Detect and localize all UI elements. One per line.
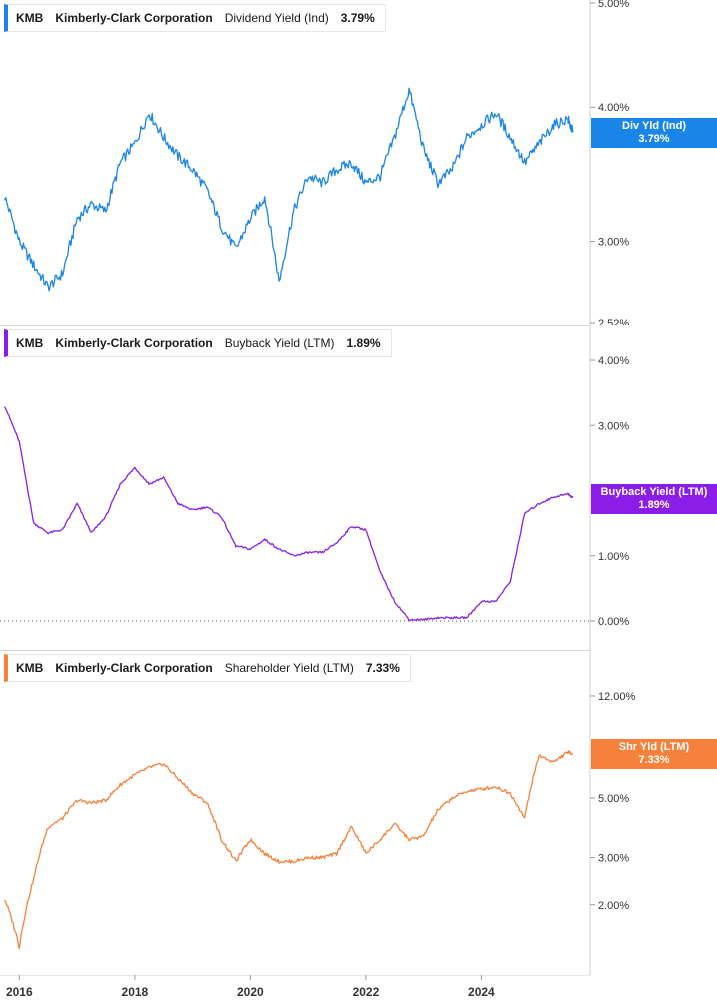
dividend-yield-panel: 5.00% 4.00% 3.00% 2.52% KMB Kimberly-Clark … bbox=[0, 0, 717, 325]
x-tick-label: 2024 bbox=[468, 985, 495, 999]
dividend-yield-chart: 5.00% 4.00% 3.00% 2.52% bbox=[4, 0, 629, 325]
dividend-yield-legend: KMB Kimberly-Clark Corporation Dividend … bbox=[4, 4, 386, 32]
buyback-yield-panel: 4.00% 3.00% 1.00% 0.00% KMB Kimberly-Clark … bbox=[0, 325, 717, 650]
panel-divider bbox=[0, 650, 590, 651]
shareholder-yield-chart: 12.00% 5.00% 3.00% 2.00% bbox=[4, 650, 636, 975]
shareholder-yield-flag: Shr Yld (LTM) 7.33% bbox=[591, 739, 717, 770]
series-line bbox=[4, 406, 574, 622]
panel-divider bbox=[0, 325, 590, 326]
y-tick-label: 5.00% bbox=[598, 793, 629, 805]
legend-ticker: KMB bbox=[16, 11, 44, 25]
flag-value: 3.79% bbox=[638, 133, 670, 146]
flag-label: Shr Yld (LTM) bbox=[618, 741, 690, 754]
flag-value: 7.33% bbox=[638, 754, 670, 767]
legend-company: Kimberly-Clark Corporation bbox=[55, 336, 213, 350]
legend-value: 7.33% bbox=[365, 661, 400, 675]
y-tick-label: 0.00% bbox=[598, 616, 629, 628]
x-tick-label: 2020 bbox=[237, 985, 264, 999]
legend-value: 1.89% bbox=[346, 336, 381, 350]
y-tick-label: 1.00% bbox=[598, 551, 629, 563]
legend-ticker: KMB bbox=[16, 336, 44, 350]
series-line bbox=[4, 87, 574, 292]
y-tick-label: 4.00% bbox=[598, 102, 629, 114]
y-tick-label: 3.00% bbox=[598, 237, 629, 249]
legend-metric: Shareholder Yield (LTM) bbox=[224, 661, 354, 675]
legend-company: Kimberly-Clark Corporation bbox=[55, 11, 213, 25]
y-tick-label: 4.00% bbox=[598, 355, 629, 367]
x-tick-label: 2016 bbox=[6, 985, 33, 999]
y-tick-label: 12.00% bbox=[598, 691, 636, 703]
y-tick-label: 3.00% bbox=[598, 853, 629, 865]
flag-value: 1.89% bbox=[638, 498, 670, 511]
series-line bbox=[4, 750, 574, 950]
y-tick-label: 3.00% bbox=[598, 420, 629, 432]
buyback-yield-chart: 4.00% 3.00% 1.00% 0.00% bbox=[0, 325, 629, 650]
y-tick-label: 5.00% bbox=[598, 0, 629, 10]
dividend-yield-flag: Div Yld (Ind) 3.79% bbox=[591, 118, 717, 149]
buyback-yield-flag: Buyback Yield (LTM) 1.89% bbox=[591, 483, 717, 514]
legend-metric: Buyback Yield (LTM) bbox=[224, 336, 335, 350]
legend-ticker: KMB bbox=[16, 661, 44, 675]
legend-company: Kimberly-Clark Corporation bbox=[55, 661, 213, 675]
legend-metric: Dividend Yield (Ind) bbox=[224, 11, 329, 25]
x-tick-label: 2018 bbox=[122, 985, 149, 999]
y-tick-label: 2.52% bbox=[598, 318, 629, 325]
x-axis: 2016 2018 2020 2022 2024 bbox=[0, 975, 590, 999]
flag-label: Buyback Yield (LTM) bbox=[600, 485, 708, 498]
flag-label: Div Yld (Ind) bbox=[622, 120, 686, 133]
shareholder-yield-legend: KMB Kimberly-Clark Corporation Sharehold… bbox=[4, 654, 411, 682]
shareholder-yield-panel: 12.00% 5.00% 3.00% 2.00% KMB Kimberly-Clark… bbox=[0, 650, 717, 975]
legend-value: 3.79% bbox=[340, 11, 375, 25]
y-tick-label: 2.00% bbox=[598, 900, 629, 912]
buyback-yield-legend: KMB Kimberly-Clark Corporation Buyback Y… bbox=[4, 329, 392, 357]
x-tick-label: 2022 bbox=[353, 985, 380, 999]
